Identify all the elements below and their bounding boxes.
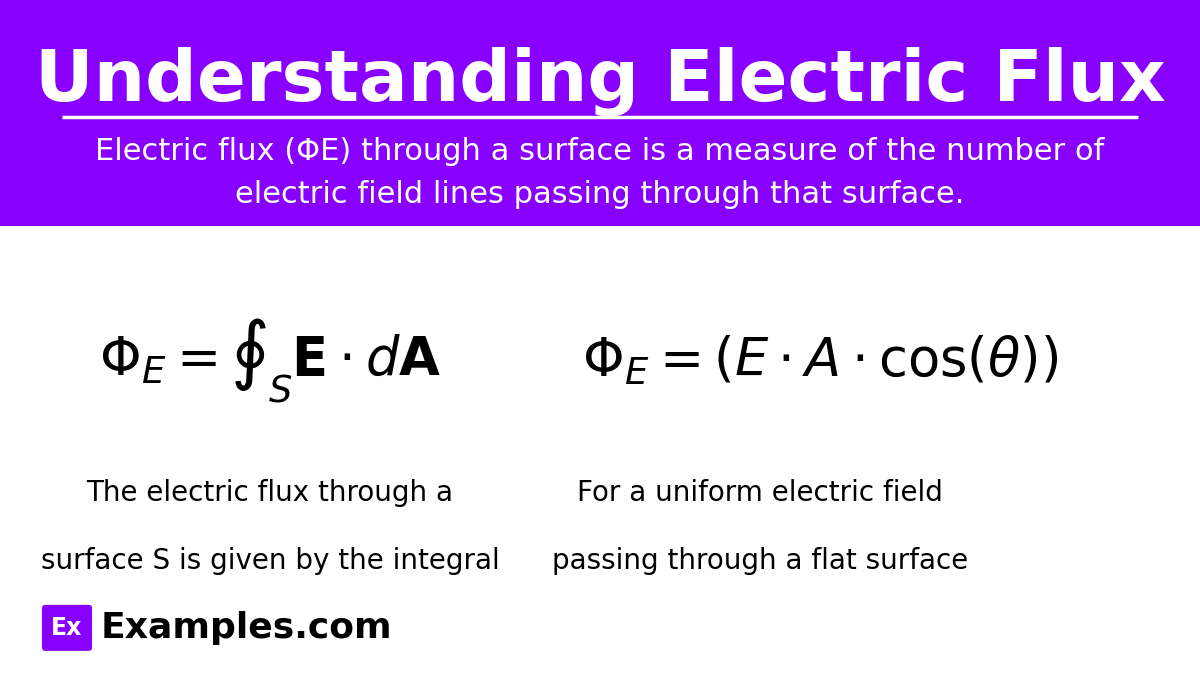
- Bar: [0, 0, 1200, 226]
- Text: electric field lines passing through that surface.: electric field lines passing through tha…: [235, 180, 965, 209]
- Bar: [0, 226, 1200, 675]
- FancyBboxPatch shape: [42, 605, 92, 651]
- Text: Understanding Electric Flux: Understanding Electric Flux: [35, 47, 1165, 116]
- Text: Electric flux (ΦE) through a surface is a measure of the number of: Electric flux (ΦE) through a surface is …: [95, 137, 1105, 166]
- Text: Examples.com: Examples.com: [101, 611, 392, 645]
- Text: The electric flux through a: The electric flux through a: [86, 479, 454, 507]
- Text: $\Phi_E = \oint_S \mathbf{E} \cdot d\mathbf{A}$: $\Phi_E = \oint_S \mathbf{E} \cdot d\mat…: [98, 317, 442, 405]
- Text: surface S is given by the integral: surface S is given by the integral: [41, 547, 499, 574]
- Text: passing through a flat surface: passing through a flat surface: [552, 547, 968, 574]
- Text: For a uniform electric field: For a uniform electric field: [577, 479, 943, 507]
- Text: Ex: Ex: [52, 616, 83, 640]
- Text: $\Phi_E = (E \cdot A \cdot \cos(\theta))$: $\Phi_E = (E \cdot A \cdot \cos(\theta))…: [582, 334, 1058, 387]
